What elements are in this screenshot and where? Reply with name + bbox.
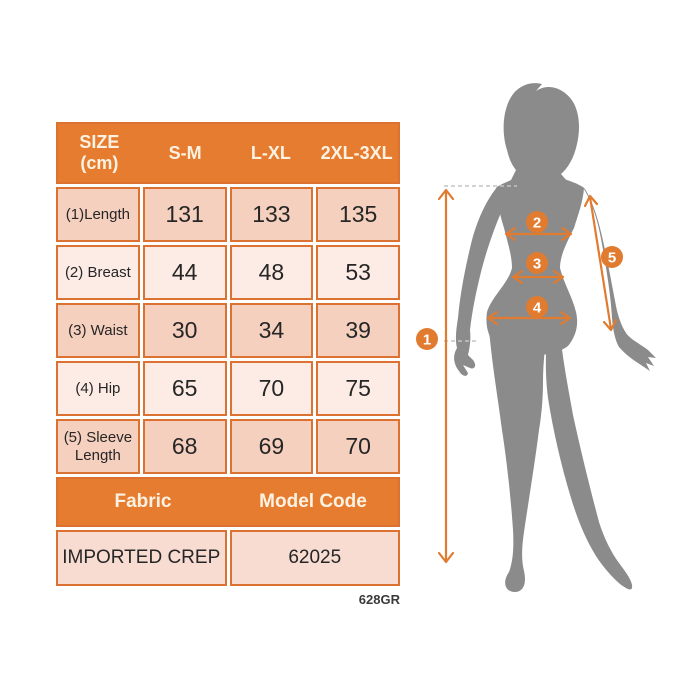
row-label-hip: (4) Hip — [56, 361, 140, 416]
marker-2-label: 2 — [533, 215, 541, 232]
modelcode-value: 62025 — [229, 530, 400, 586]
hip-2xl3xl: 75 — [316, 361, 400, 416]
silhouette-left-leg — [488, 314, 549, 592]
marker-3: 3 — [526, 252, 548, 274]
dashed-guides — [444, 185, 517, 342]
product-code-caption: 628GR — [358, 592, 400, 607]
waist-sm: 30 — [142, 303, 227, 358]
hip-arrow — [486, 310, 572, 326]
breast-2xl3xl: 53 — [316, 245, 400, 300]
length-lxl: 133 — [229, 187, 314, 242]
silhouette-neck — [522, 158, 554, 182]
row-label-sleeve: (5) Sleeve Length — [56, 419, 140, 474]
header-col-lxl: L-XL — [250, 142, 291, 163]
silhouette-left-arm — [454, 186, 505, 376]
fabric-header-label: Fabric — [114, 491, 172, 512]
waist-lxl: 34 — [229, 303, 314, 358]
fabric-value: IMPORTED CREP — [56, 530, 227, 586]
size-chart-table: SIZE (cm) S-M L-XL 2XL-3XL (1)Length 131… — [56, 122, 400, 586]
silhouette-right-leg — [545, 316, 633, 590]
marker-1: 1 — [416, 328, 438, 350]
row-label-waist: (3) Waist — [56, 303, 140, 358]
length-sm: 131 — [142, 187, 227, 242]
row-label-breast: (2) Breast — [56, 245, 140, 300]
marker-4: 4 — [526, 296, 548, 318]
breast-arrow — [504, 226, 573, 242]
header-size-cm: SIZE (cm) — [79, 132, 120, 173]
marker-1-label: 1 — [423, 332, 431, 349]
marker-5: 5 — [601, 246, 623, 268]
breast-lxl: 48 — [229, 245, 314, 300]
female-silhouette — [454, 83, 656, 592]
marker-2: 2 — [526, 211, 548, 233]
sleeve-lxl: 69 — [229, 419, 314, 474]
header-col-sm: S-M — [168, 142, 202, 163]
table-header-row: SIZE (cm) S-M L-XL 2XL-3XL — [56, 122, 400, 184]
sleeve-arrow — [583, 194, 618, 332]
marker-3-label: 3 — [533, 256, 541, 273]
hip-sm: 65 — [142, 361, 227, 416]
sleeve-sm: 68 — [142, 419, 227, 474]
fabric-modelcode-header: Fabric Model Code — [56, 477, 400, 527]
waist-2xl3xl: 39 — [316, 303, 400, 358]
breast-sm: 44 — [142, 245, 227, 300]
length-arrow — [437, 188, 455, 564]
silhouette-right-arm — [582, 186, 656, 371]
header-col-2xl3xl: 2XL-3XL — [320, 142, 393, 163]
marker-4-label: 4 — [533, 300, 542, 317]
measurement-arrows — [437, 188, 618, 564]
measurement-diagram: 1 2 3 4 5 — [416, 83, 656, 592]
marker-circles: 1 2 3 4 5 — [416, 211, 623, 350]
marker-5-label: 5 — [608, 250, 616, 267]
sleeve-2xl3xl: 70 — [316, 419, 400, 474]
modelcode-header-label: Model Code — [259, 491, 367, 512]
row-label-length: (1)Length — [56, 187, 140, 242]
length-2xl3xl: 135 — [316, 187, 400, 242]
waist-arrow — [511, 269, 565, 285]
hip-lxl: 70 — [229, 361, 314, 416]
